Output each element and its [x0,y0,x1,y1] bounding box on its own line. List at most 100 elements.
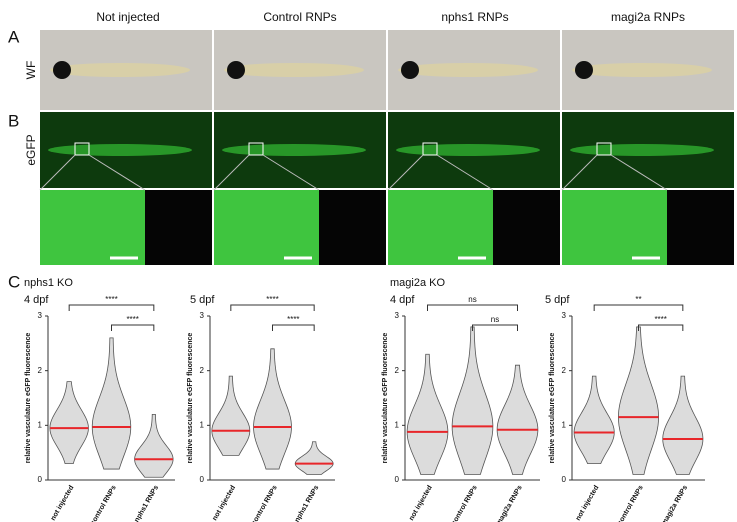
significance-bracket [111,324,155,331]
x-tick-label: not injected [211,484,237,522]
x-tick-label: control RNPs [451,484,479,522]
zoom-photo [562,190,667,265]
zoom-black [667,190,734,265]
zoom-black [493,190,560,265]
zoom-box [248,142,264,156]
violin [91,337,132,470]
zoom-black [145,190,212,265]
panel-label: A [8,27,20,46]
zoom-black [319,190,386,265]
zoom-photo [40,190,145,265]
column-header: nphs1 RNPs [441,10,508,24]
group-label: nphs1 KO [24,277,73,289]
x-tick-label: control RNPs [251,484,279,522]
y-tick-label: 2 [395,366,400,375]
significance-label: ** [635,295,641,304]
chart-title: 5 dpf [190,294,215,306]
y-tick-label: 3 [200,311,205,320]
violin [134,413,174,478]
y-axis-label: relative vasculature eGFP fluorescence [382,333,389,464]
violin [211,375,251,456]
fish-eye [401,61,419,79]
zoom-line [436,154,494,191]
significance-bracket [427,304,518,311]
significance-label: **** [654,315,666,324]
fish-glow [48,144,192,156]
significance-bracket [272,324,315,331]
y-tick-label: 3 [395,311,400,320]
zoom-line [88,154,146,191]
zoom-line [39,154,76,191]
fish-body [224,63,364,77]
group-label: magi2a KO [390,277,445,289]
y-tick-label: 2 [562,366,567,375]
zoom-photo [388,190,493,265]
x-tick-label: control RNPs [617,484,645,522]
y-tick-label: 1 [38,420,43,429]
x-tick-label: nphs1 RNPs [294,484,321,522]
significance-label: **** [126,315,138,324]
significance-label: ns [468,295,476,304]
zoom-line [387,154,424,191]
significance-bracket [472,324,518,331]
zoom-line [610,154,668,191]
column-header: Not injected [96,10,159,24]
violin [294,441,334,475]
violin [618,326,659,475]
x-tick-label: nphs1 RNPs [133,484,160,522]
y-tick-label: 1 [562,420,567,429]
zoom-photo [214,190,319,265]
x-tick-label: magi2a RNPs [495,484,523,522]
zoom-box [74,142,90,156]
significance-label: **** [287,315,299,324]
fish-body [572,63,712,77]
chart-title: 4 dpf [390,294,415,306]
significance-bracket [230,304,315,311]
y-tick-label: 3 [562,311,567,320]
violin [496,364,539,475]
y-axis-label: relative vasculature eGFP fluorescence [187,333,194,464]
row-label: eGFP [24,134,38,165]
zoom-line [213,154,250,191]
panel-label: C [8,272,20,291]
violin [451,326,494,475]
y-tick-label: 0 [562,475,567,484]
y-tick-label: 2 [200,366,205,375]
y-tick-label: 3 [38,311,43,320]
zoom-box [596,142,612,156]
column-header: magi2a RNPs [611,10,685,24]
column-header: Control RNPs [263,10,336,24]
row-label: WF [24,61,38,80]
significance-bracket [593,304,684,311]
violin [662,375,704,475]
significance-bracket [68,304,155,311]
zoom-box [422,142,438,156]
significance-bracket [638,324,684,331]
significance-label: **** [105,295,117,304]
fish-glow [396,144,540,156]
y-axis-label: relative vasculature eGFP fluorescence [549,333,556,464]
y-tick-label: 0 [200,475,205,484]
fish-eye [575,61,593,79]
fish-glow [570,144,714,156]
chart-title: 5 dpf [545,294,570,306]
photo-panels [39,30,734,265]
y-axis-label: relative vasculature eGFP fluorescence [25,333,32,464]
significance-label: ns [491,315,499,324]
x-tick-label: not injected [575,484,601,522]
zoom-line [561,154,598,191]
zoom-line [262,154,320,191]
fish-body [50,63,190,77]
violin [253,348,292,470]
y-tick-label: 1 [395,420,400,429]
fish-body [398,63,538,77]
panel-label: B [8,111,19,130]
fish-eye [53,61,71,79]
x-tick-label: not injected [408,484,434,522]
fish-glow [222,144,366,156]
y-tick-label: 0 [38,475,43,484]
y-tick-label: 0 [395,475,400,484]
y-tick-label: 2 [38,366,43,375]
violin [573,375,615,465]
